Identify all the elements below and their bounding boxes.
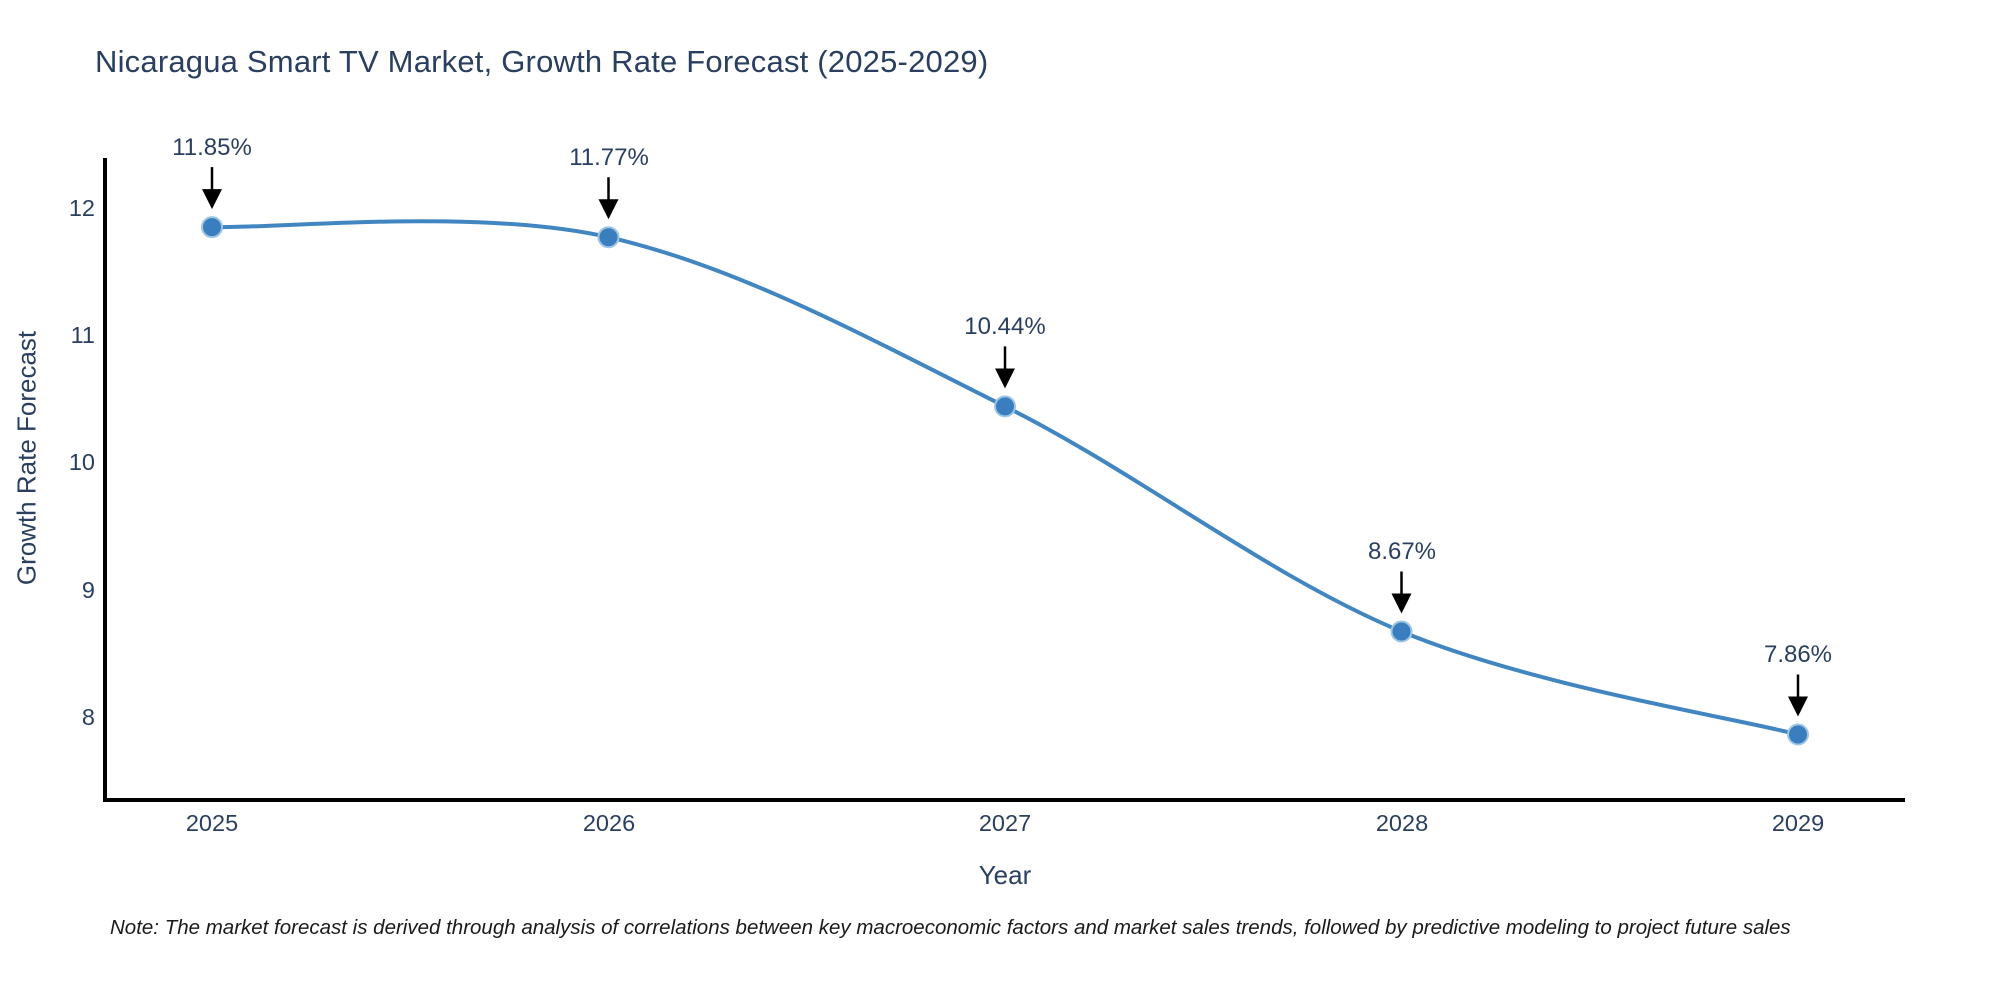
chart-title: Nicaragua Smart TV Market, Growth Rate F… [95,44,989,79]
x-tick-label-2026: 2026 [582,810,636,836]
point-value-label-2029: 7.86% [1763,641,1833,668]
y-tick-label-11: 11 [70,322,95,348]
x-tick-label-2029: 2029 [1771,810,1825,836]
data-point-markers [201,216,1809,746]
point-value-label-2026: 11.77% [569,144,649,171]
point-value-label-2025: 11.85% [172,134,252,161]
footnote: Note: The market forecast is derived thr… [110,916,1791,939]
y-tick-label-9: 9 [81,577,95,603]
annotation-arrows [202,167,1808,717]
line-series [210,219,1800,737]
point-value-label-2028: 8.67% [1367,538,1437,565]
x-tick-label-2028: 2028 [1375,810,1429,836]
y-tick-label-10: 10 [68,449,95,475]
data-point-2025[interactable] [201,216,223,239]
y-tick-label-8: 8 [81,704,95,730]
x-tick-label-2027: 2027 [978,810,1032,836]
data-point-2026[interactable] [597,226,620,249]
data-point-2027[interactable] [994,395,1016,418]
y-tick-label-12: 12 [68,195,95,221]
data-point-2028[interactable] [1390,620,1413,643]
x-tick-label-2025: 2025 [185,810,239,836]
data-point-2029[interactable] [1787,723,1809,746]
y-axis-title: Growth Rate Forecast [11,330,42,586]
point-value-label-2027: 10.44% [964,313,1046,340]
x-axis-title: Year [978,860,1032,890]
